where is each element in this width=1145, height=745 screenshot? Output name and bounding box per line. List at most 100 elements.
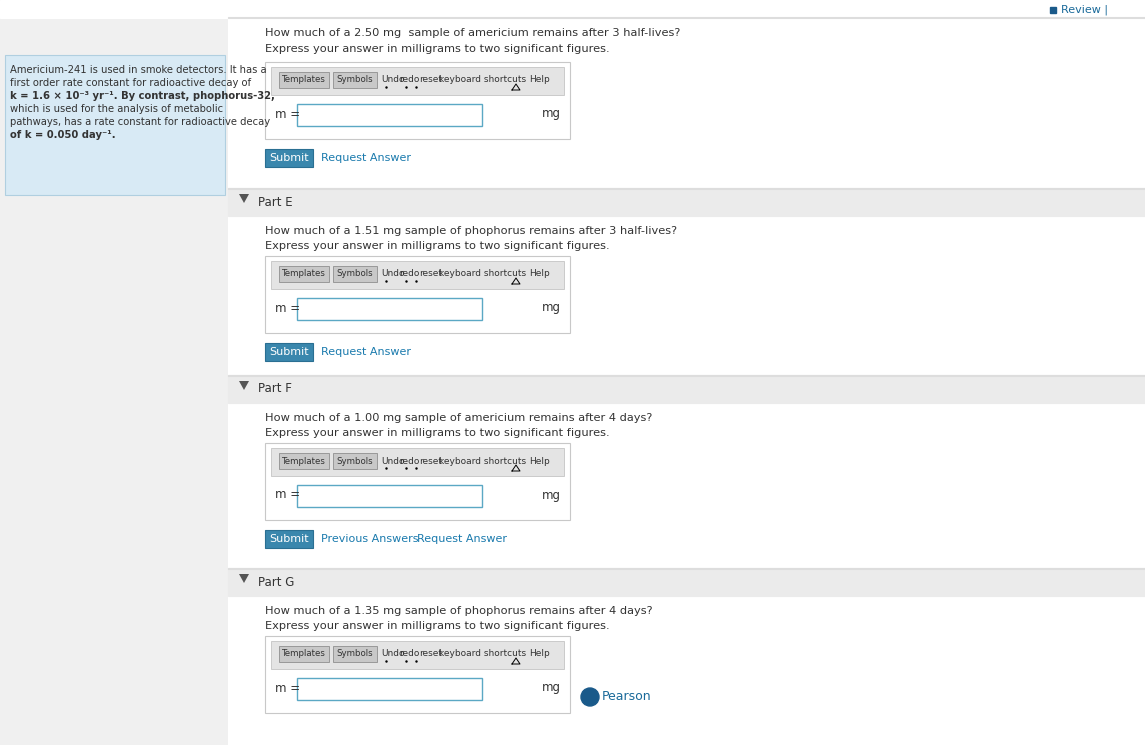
- Text: mg: mg: [542, 682, 561, 694]
- Text: How much of a 1.35 mg sample of phophorus remains after 4 days?: How much of a 1.35 mg sample of phophoru…: [264, 606, 653, 616]
- Text: Request Answer: Request Answer: [417, 534, 507, 544]
- Text: Undo: Undo: [381, 457, 404, 466]
- Text: Americium-241 is used in smoke detectors. It has a: Americium-241 is used in smoke detectors…: [10, 65, 267, 75]
- Text: Submit: Submit: [269, 347, 309, 357]
- Text: P: P: [586, 692, 594, 702]
- Bar: [333, 453, 377, 469]
- Bar: [271, 448, 564, 476]
- Bar: [271, 641, 564, 669]
- Text: Symbols: Symbols: [337, 270, 373, 279]
- Text: redo: redo: [398, 270, 419, 279]
- Text: Symbols: Symbols: [337, 75, 373, 84]
- Text: Undo: Undo: [381, 75, 404, 84]
- Bar: [279, 266, 329, 282]
- Text: Request Answer: Request Answer: [321, 153, 411, 163]
- Bar: [228, 188, 1145, 216]
- Text: Part E: Part E: [258, 195, 293, 209]
- Polygon shape: [239, 194, 248, 203]
- Bar: [228, 375, 1145, 403]
- Text: m =: m =: [275, 682, 300, 694]
- Text: which is used for the analysis of metabolic: which is used for the analysis of metabo…: [10, 104, 223, 114]
- Text: redo: redo: [398, 75, 419, 84]
- Text: Pearson: Pearson: [602, 691, 652, 703]
- Bar: [297, 298, 482, 320]
- Text: How much of a 1.51 mg sample of phophorus remains after 3 half-lives?: How much of a 1.51 mg sample of phophoru…: [264, 226, 677, 236]
- Text: Templates: Templates: [282, 457, 326, 466]
- Bar: [228, 0, 1145, 745]
- Text: Express your answer in milligrams to two significant figures.: Express your answer in milligrams to two…: [264, 44, 609, 54]
- Bar: [264, 149, 313, 167]
- Text: Help: Help: [529, 457, 550, 466]
- Bar: [271, 261, 564, 289]
- Text: Help: Help: [529, 650, 550, 659]
- Bar: [228, 568, 1145, 596]
- Bar: [279, 646, 329, 662]
- Bar: [228, 17, 1145, 18]
- Text: Part F: Part F: [258, 382, 292, 396]
- Text: reset: reset: [419, 75, 442, 84]
- Bar: [264, 343, 313, 361]
- Text: reset: reset: [419, 270, 442, 279]
- Bar: [297, 104, 482, 126]
- Bar: [228, 375, 1145, 376]
- Text: Submit: Submit: [269, 534, 309, 544]
- Text: k = 1.6 × 10⁻³ yr⁻¹. By contrast, phophorus-32,: k = 1.6 × 10⁻³ yr⁻¹. By contrast, phopho…: [10, 91, 275, 101]
- Text: Templates: Templates: [282, 75, 326, 84]
- Bar: [264, 636, 570, 713]
- Bar: [279, 72, 329, 88]
- Text: How much of a 2.50 mg  sample of americium remains after 3 half-lives?: How much of a 2.50 mg sample of americiu…: [264, 28, 680, 38]
- Text: keyboard shortcuts: keyboard shortcuts: [439, 650, 526, 659]
- Text: keyboard shortcuts: keyboard shortcuts: [439, 457, 526, 466]
- Bar: [264, 62, 570, 139]
- Text: first order rate constant for radioactive decay of: first order rate constant for radioactiv…: [10, 78, 251, 88]
- Text: Help: Help: [529, 270, 550, 279]
- Text: reset: reset: [419, 457, 442, 466]
- Bar: [5, 55, 226, 195]
- Text: mg: mg: [542, 107, 561, 121]
- Text: Templates: Templates: [282, 650, 326, 659]
- Text: Submit: Submit: [269, 153, 309, 163]
- Bar: [228, 568, 1145, 569]
- Text: m =: m =: [275, 302, 300, 314]
- Bar: [333, 646, 377, 662]
- Circle shape: [581, 688, 599, 706]
- Text: keyboard shortcuts: keyboard shortcuts: [439, 75, 526, 84]
- Text: of k = 0.050 day⁻¹.: of k = 0.050 day⁻¹.: [10, 130, 116, 140]
- Bar: [271, 67, 564, 95]
- Text: Request Answer: Request Answer: [321, 347, 411, 357]
- Text: Templates: Templates: [282, 270, 326, 279]
- Text: Symbols: Symbols: [337, 650, 373, 659]
- Text: Express your answer in milligrams to two significant figures.: Express your answer in milligrams to two…: [264, 428, 609, 438]
- Text: m =: m =: [275, 107, 300, 121]
- Text: m =: m =: [275, 489, 300, 501]
- Text: How much of a 1.00 mg sample of americium remains after 4 days?: How much of a 1.00 mg sample of americiu…: [264, 413, 653, 423]
- Bar: [264, 256, 570, 333]
- Text: redo: redo: [398, 457, 419, 466]
- Text: redo: redo: [398, 650, 419, 659]
- Bar: [333, 266, 377, 282]
- Text: mg: mg: [542, 302, 561, 314]
- Text: reset: reset: [419, 650, 442, 659]
- Bar: [0, 0, 1145, 18]
- Text: Express your answer in milligrams to two significant figures.: Express your answer in milligrams to two…: [264, 621, 609, 631]
- Bar: [279, 453, 329, 469]
- Bar: [333, 72, 377, 88]
- Bar: [264, 443, 570, 520]
- Text: Express your answer in milligrams to two significant figures.: Express your answer in milligrams to two…: [264, 241, 609, 251]
- Text: Previous Answers: Previous Answers: [321, 534, 419, 544]
- Bar: [1050, 4, 1140, 16]
- Text: keyboard shortcuts: keyboard shortcuts: [439, 270, 526, 279]
- Text: Review |: Review |: [1061, 4, 1108, 15]
- Polygon shape: [239, 574, 248, 583]
- Bar: [264, 530, 313, 548]
- Bar: [228, 188, 1145, 189]
- Polygon shape: [239, 381, 248, 390]
- Text: Symbols: Symbols: [337, 457, 373, 466]
- Text: Undo: Undo: [381, 270, 404, 279]
- Text: Part G: Part G: [258, 575, 294, 589]
- Text: Undo: Undo: [381, 650, 404, 659]
- Text: Help: Help: [529, 75, 550, 84]
- Bar: [297, 485, 482, 507]
- Text: pathways, has a rate constant for radioactive decay: pathways, has a rate constant for radioa…: [10, 117, 270, 127]
- Bar: [297, 678, 482, 700]
